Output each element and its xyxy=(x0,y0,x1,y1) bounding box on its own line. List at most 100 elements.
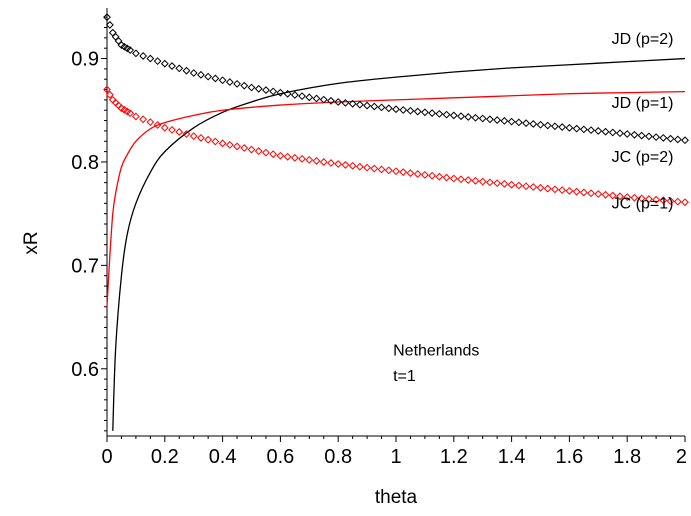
diamond-marker xyxy=(168,62,176,70)
diamond-marker xyxy=(594,127,603,135)
curve-label: JD (p=1) xyxy=(612,95,674,112)
diamond-marker xyxy=(601,190,610,199)
diamond-marker xyxy=(514,181,523,190)
diamond-marker xyxy=(529,183,538,191)
diamond-marker xyxy=(262,148,270,157)
diamond-marker xyxy=(305,155,314,164)
diamond-marker xyxy=(283,89,292,98)
diamond-marker xyxy=(392,105,400,114)
diamond-marker xyxy=(305,93,314,102)
diamond-marker xyxy=(218,76,227,85)
diamond-marker xyxy=(666,134,675,143)
diamond-marker xyxy=(225,78,234,86)
diamond-marker xyxy=(218,139,227,148)
diamond-marker xyxy=(442,110,451,119)
diamond-marker xyxy=(153,121,162,129)
diamond-marker xyxy=(290,153,299,162)
diamond-marker xyxy=(182,130,191,138)
diamond-marker xyxy=(652,195,661,204)
y-tick-label: 0.7 xyxy=(71,255,99,277)
diamond-marker xyxy=(637,194,646,203)
diamond-marker xyxy=(630,193,639,202)
diamond-marker xyxy=(348,99,357,108)
diamond-marker xyxy=(594,190,603,198)
diamond-marker xyxy=(666,197,675,205)
diamond-marker xyxy=(126,46,135,54)
diamond-marker xyxy=(312,94,321,103)
diamond-marker xyxy=(616,192,624,201)
diamond-marker xyxy=(126,109,135,118)
diamond-marker xyxy=(168,125,176,134)
y-tick-label: 0.9 xyxy=(71,49,99,71)
diamond-marker xyxy=(204,135,213,144)
diamond-marker xyxy=(240,81,249,90)
diamond-marker xyxy=(182,66,191,75)
x-tick-label: 2 xyxy=(676,446,687,468)
diamond-marker xyxy=(298,154,306,163)
y-tick-label: 0.8 xyxy=(71,152,99,174)
diamond-marker xyxy=(298,92,306,101)
diamond-marker xyxy=(442,173,451,182)
diamond-marker xyxy=(558,123,567,131)
diamond-marker xyxy=(681,136,689,145)
diamond-marker xyxy=(616,129,624,138)
diamond-marker xyxy=(319,95,328,104)
diamond-marker xyxy=(500,116,509,125)
diamond-marker xyxy=(486,178,494,187)
diamond-marker xyxy=(341,161,350,169)
series-markers-jc-p-2 xyxy=(103,13,689,145)
diamond-marker xyxy=(103,13,111,22)
curve-label: JC (p=1) xyxy=(612,195,674,212)
diamond-marker xyxy=(370,102,379,111)
diamond-marker xyxy=(420,108,429,117)
diamond-marker xyxy=(543,121,552,130)
diamond-marker xyxy=(471,176,480,185)
chart-axes: 0.6 0.7 0.8 0.9 0 0.2 0.4 0.6 0.8 1 1.2 1.4 1.6 1.8 2 xyxy=(71,8,687,468)
diamond-marker xyxy=(601,127,610,136)
diamond-marker xyxy=(131,49,140,58)
diamond-marker xyxy=(211,137,220,146)
diamond-marker xyxy=(247,83,256,92)
diamond-marker xyxy=(572,187,581,196)
curve-label: JD (p=2) xyxy=(612,31,674,48)
diamond-marker xyxy=(254,84,263,93)
diamond-marker xyxy=(449,111,458,120)
x-tick-label: 1 xyxy=(390,446,401,468)
diamond-marker xyxy=(428,171,437,180)
diamond-marker xyxy=(269,150,278,159)
diamond-marker xyxy=(406,106,415,115)
diamond-marker xyxy=(139,52,148,60)
diamond-marker xyxy=(464,176,473,184)
diamond-marker xyxy=(175,64,184,73)
diamond-marker xyxy=(464,113,473,121)
diamond-marker xyxy=(681,198,689,207)
diamond-marker xyxy=(233,142,241,151)
chart-series xyxy=(103,13,689,431)
diamond-marker xyxy=(420,170,429,179)
diamond-marker xyxy=(139,115,148,124)
diamond-marker xyxy=(507,180,516,189)
x-tick-label: 0 xyxy=(101,446,112,468)
diamond-marker xyxy=(413,170,422,178)
diamond-marker xyxy=(175,128,184,136)
diamond-marker xyxy=(637,131,646,140)
series-markers-jc-p-1 xyxy=(103,85,689,207)
diamond-marker xyxy=(565,187,574,195)
y-tick-label: 0.6 xyxy=(71,359,99,381)
diamond-marker xyxy=(377,165,386,174)
diamond-marker xyxy=(240,144,249,152)
x-tick-label: 0.8 xyxy=(324,446,352,468)
diamond-marker xyxy=(204,72,213,81)
diamond-marker xyxy=(211,74,220,83)
x-tick-label: 1.4 xyxy=(498,446,526,468)
diamond-marker xyxy=(659,196,668,205)
diamond-marker xyxy=(623,130,632,138)
diamond-marker xyxy=(659,134,668,142)
diamond-marker xyxy=(514,118,523,127)
diamond-marker xyxy=(478,177,487,186)
diamond-marker xyxy=(579,125,588,134)
diamond-marker xyxy=(262,86,270,94)
diamond-marker xyxy=(334,160,343,168)
diamond-marker xyxy=(399,168,408,177)
